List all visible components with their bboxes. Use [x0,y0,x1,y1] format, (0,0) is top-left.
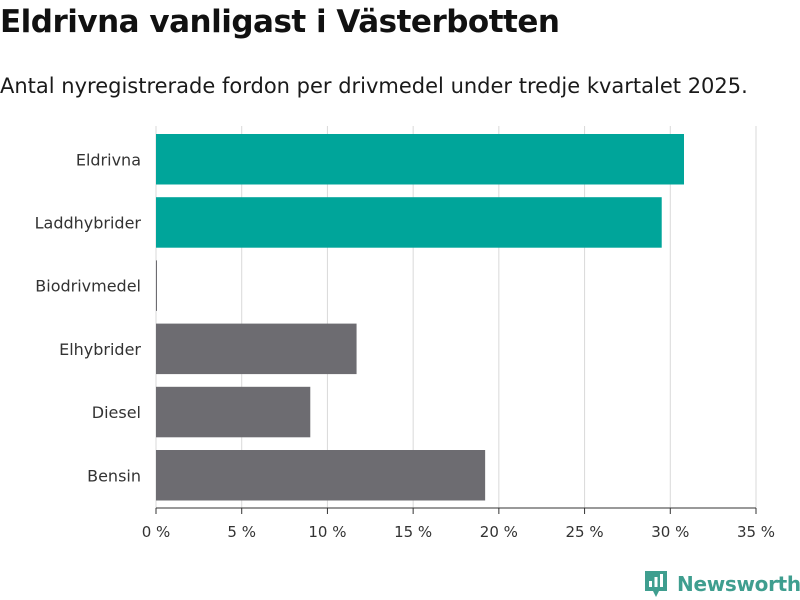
bar-diesel [156,386,311,438]
category-label-laddhybrider: Laddhybrider [35,213,142,232]
x-tick-label: 5 % [227,523,256,541]
category-label-eldrivna: Eldrivna [76,150,141,169]
x-tick-label: 20 % [480,523,518,541]
x-tick-label: 30 % [651,523,689,541]
x-tick-label: 35 % [737,523,775,541]
x-tick-label: 10 % [308,523,346,541]
category-label-biodrivmedel: Biodrivmedel [35,277,141,296]
bar-elhybrider [156,323,357,375]
bar-bensin [156,450,486,501]
category-label-diesel: Diesel [92,403,141,422]
x-tick-label: 0 % [142,523,171,541]
x-tick-label: 15 % [394,523,432,541]
category-label-bensin: Bensin [87,466,141,485]
newsworthy-logo-text: Newsworthy [677,572,800,596]
bar-laddhybrider [156,197,662,248]
category-label-elhybrider: Elhybrider [59,340,141,359]
newsworthy-logo-icon [645,571,667,597]
chart-subtitle: Antal nyregistrerade fordon per drivmede… [0,74,748,98]
newsworthy-logo: Newsworthy [643,568,800,600]
bar-eldrivna [156,134,684,185]
x-tick-label: 25 % [566,523,604,541]
bar-biodrivmedel [156,260,157,311]
chart-title: Eldrivna vanligast i Västerbotten [0,4,560,40]
